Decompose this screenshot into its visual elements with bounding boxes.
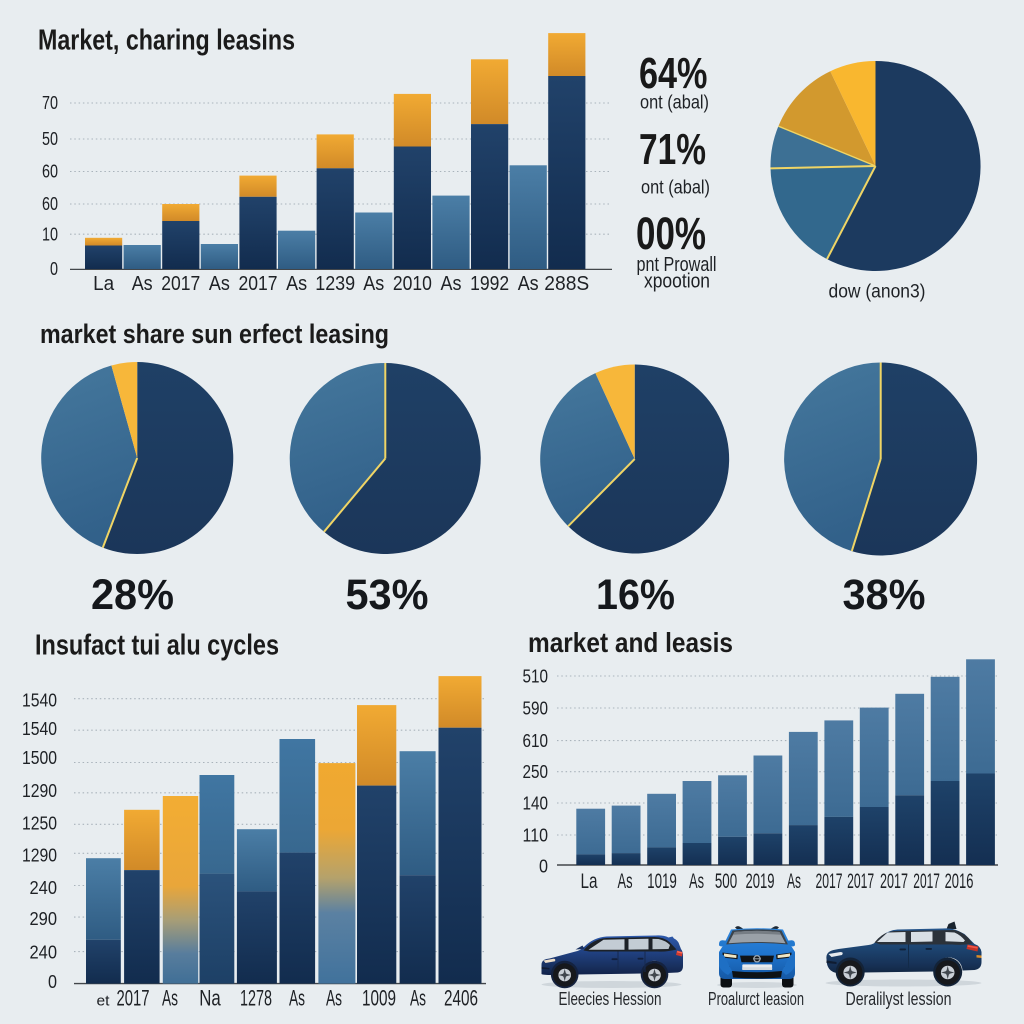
- svg-text:xpootion: xpootion: [644, 271, 710, 293]
- svg-text:As: As: [289, 986, 305, 1011]
- svg-text:market and leasis: market and leasis: [528, 627, 733, 658]
- svg-text:510: 510: [523, 666, 549, 686]
- svg-text:2010: 2010: [393, 272, 432, 295]
- svg-text:16%: 16%: [596, 571, 675, 619]
- svg-text:1500: 1500: [22, 747, 57, 768]
- svg-text:28%: 28%: [91, 571, 174, 619]
- svg-text:La: La: [93, 272, 115, 295]
- svg-text:1290: 1290: [22, 780, 57, 801]
- svg-text:1278: 1278: [240, 986, 272, 1011]
- svg-text:As: As: [363, 272, 384, 295]
- svg-text:market share sun erfect leasin: market share sun erfect leasing: [40, 319, 389, 349]
- svg-text:240: 240: [30, 941, 58, 962]
- svg-text:60: 60: [42, 162, 58, 182]
- svg-text:2017: 2017: [913, 870, 940, 893]
- svg-text:As: As: [286, 272, 307, 295]
- svg-text:2017: 2017: [880, 870, 908, 893]
- svg-text:dow (anon3): dow (anon3): [829, 282, 926, 303]
- svg-text:1540: 1540: [22, 718, 57, 739]
- svg-text:1239: 1239: [315, 272, 355, 295]
- svg-text:2017: 2017: [161, 272, 200, 295]
- svg-text:0: 0: [48, 971, 57, 992]
- svg-text:610: 610: [523, 731, 549, 751]
- svg-text:1250: 1250: [22, 812, 57, 833]
- svg-text:0: 0: [539, 856, 548, 876]
- svg-text:71%: 71%: [639, 126, 706, 174]
- svg-text:2406: 2406: [444, 986, 478, 1011]
- svg-text:2017: 2017: [117, 986, 150, 1011]
- svg-text:ont (abal): ont (abal): [641, 178, 710, 199]
- svg-text:et: et: [97, 993, 111, 1010]
- svg-text:Insufact tui alu cycles: Insufact tui alu cycles: [35, 630, 279, 662]
- svg-text:290: 290: [30, 908, 58, 929]
- svg-text:Deralilyst lession: Deralilyst lession: [846, 988, 952, 1009]
- svg-text:As: As: [518, 272, 539, 295]
- svg-text:ont (abal): ont (abal): [640, 93, 709, 114]
- svg-text:50: 50: [42, 129, 58, 149]
- svg-text:1540: 1540: [22, 690, 57, 711]
- svg-text:2017: 2017: [816, 870, 843, 893]
- svg-text:288S: 288S: [544, 272, 589, 295]
- svg-text:As: As: [689, 870, 704, 893]
- svg-text:Eleecies Hession: Eleecies Hession: [559, 988, 662, 1009]
- svg-text:As: As: [326, 986, 342, 1011]
- svg-text:110: 110: [523, 825, 549, 845]
- svg-text:0: 0: [50, 259, 58, 279]
- svg-text:Proalurct leasion: Proalurct leasion: [708, 988, 804, 1009]
- svg-text:1019: 1019: [647, 870, 677, 893]
- svg-text:1290: 1290: [22, 845, 57, 866]
- svg-text:Market, charing leasins: Market, charing leasins: [38, 25, 295, 57]
- svg-text:500: 500: [715, 870, 737, 893]
- svg-text:2019: 2019: [746, 870, 775, 893]
- svg-text:00%: 00%: [636, 208, 706, 259]
- svg-text:2017: 2017: [847, 870, 874, 893]
- svg-text:590: 590: [523, 698, 549, 718]
- svg-text:As: As: [787, 870, 801, 893]
- svg-text:140: 140: [523, 793, 549, 813]
- svg-text:As: As: [209, 272, 230, 295]
- svg-text:As: As: [410, 986, 426, 1011]
- svg-text:1009: 1009: [362, 986, 396, 1011]
- svg-text:Na: Na: [199, 986, 221, 1011]
- svg-text:60: 60: [42, 194, 58, 214]
- svg-text:53%: 53%: [346, 571, 429, 619]
- svg-text:2017: 2017: [239, 272, 278, 295]
- svg-text:250: 250: [523, 762, 549, 782]
- svg-text:10: 10: [42, 225, 58, 245]
- svg-text:La: La: [581, 870, 598, 893]
- svg-text:1992: 1992: [470, 272, 509, 295]
- svg-text:240: 240: [30, 877, 58, 898]
- svg-text:64%: 64%: [639, 50, 708, 98]
- svg-text:As: As: [162, 986, 178, 1011]
- svg-text:pnt Prowall: pnt Prowall: [637, 254, 717, 276]
- svg-text:38%: 38%: [843, 571, 926, 619]
- svg-text:70: 70: [42, 93, 58, 113]
- svg-text:As: As: [132, 272, 153, 295]
- svg-text:As: As: [618, 870, 633, 893]
- svg-text:As: As: [441, 272, 462, 295]
- svg-text:2016: 2016: [945, 870, 974, 893]
